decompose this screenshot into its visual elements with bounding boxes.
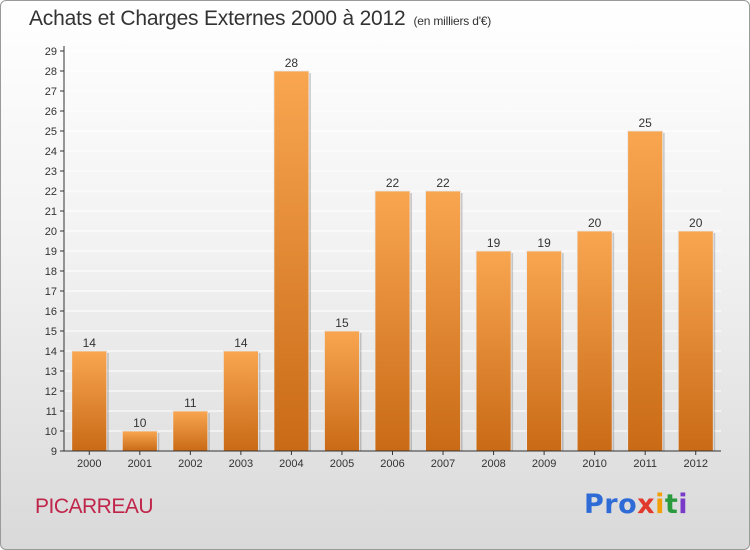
x-tick-label-2008: 2008 xyxy=(481,458,505,470)
logo-part-4: t xyxy=(664,489,679,520)
logo-part-1: Pro xyxy=(584,489,638,520)
y-tick-label: 9 xyxy=(51,446,57,458)
bar-2011 xyxy=(627,130,664,452)
x-tick-label-2011: 2011 xyxy=(633,458,657,470)
data-label-2009: 19 xyxy=(537,236,551,250)
x-tick-label-2005: 2005 xyxy=(330,458,354,470)
y-tick-label: 18 xyxy=(45,266,57,278)
x-tick-label-2001: 2001 xyxy=(128,458,152,470)
data-label-2004: 28 xyxy=(285,56,299,70)
bars xyxy=(71,70,716,452)
y-tick-label: 11 xyxy=(46,406,57,418)
bar-chart: 9 10 11 12 13 14 15 16 17 18 19 20 21 22 23 24 25 26 27 28 2… xyxy=(45,46,721,470)
y-tick-label: 13 xyxy=(45,366,57,378)
bar-2001 xyxy=(121,430,158,452)
bar-2002 xyxy=(172,410,209,452)
x-tick-label-2012: 2012 xyxy=(683,458,707,470)
logo-part-3: i xyxy=(655,489,665,520)
data-labels: 14 10 11 14 28 15 22 22 19 19 20 25 20 xyxy=(83,56,703,430)
x-tick-label-2006: 2006 xyxy=(380,458,404,470)
x-tick-label-2007: 2007 xyxy=(431,458,455,470)
bar-2004 xyxy=(273,70,310,452)
x-tick-label-2004: 2004 xyxy=(279,458,303,470)
chart-title-text: Achats et Charges Externes 2000 à 2012 xyxy=(29,7,406,30)
y-tick-label: 29 xyxy=(45,46,57,58)
y-tick-label: 12 xyxy=(45,386,57,398)
data-label-2003: 14 xyxy=(234,336,248,350)
y-tick-label: 14 xyxy=(45,346,57,358)
x-tick-label-2002: 2002 xyxy=(178,458,202,470)
bar-2007 xyxy=(425,190,461,452)
x-tick-label-2009: 2009 xyxy=(532,458,556,470)
bar-2008 xyxy=(475,250,512,452)
y-tick-label: 17 xyxy=(45,286,57,298)
y-tick-label: 24 xyxy=(45,146,57,158)
data-label-2001: 10 xyxy=(133,416,147,430)
x-tick-label-2000: 2000 xyxy=(77,458,101,470)
proxiti-logo: Proxiti xyxy=(584,489,688,520)
chart-title: Achats et Charges Externes 2000 à 2012 (e… xyxy=(29,7,491,31)
y-tick-label: 22 xyxy=(45,186,57,198)
data-label-2008: 19 xyxy=(487,236,501,250)
y-tick-label: 25 xyxy=(45,126,57,138)
data-label-2010: 20 xyxy=(588,216,602,230)
bar-2009 xyxy=(526,250,563,452)
bar-2012 xyxy=(677,230,714,452)
bar-2005 xyxy=(324,330,360,452)
data-label-2006: 22 xyxy=(386,176,400,190)
logo-part-2: x xyxy=(637,489,656,520)
bar-2006 xyxy=(374,190,411,452)
y-tick-label: 27 xyxy=(45,86,57,98)
y-tick-label: 10 xyxy=(45,426,57,438)
data-label-2012: 20 xyxy=(689,216,703,230)
bar-2000 xyxy=(71,350,108,452)
y-tick-label: 28 xyxy=(45,66,57,78)
y-tick-label: 20 xyxy=(45,226,57,238)
y-tick-label: 26 xyxy=(45,106,57,118)
data-label-2005: 15 xyxy=(335,316,349,330)
y-tick-label: 15 xyxy=(45,326,57,338)
bar-2003 xyxy=(222,350,259,452)
x-tick-label-2003: 2003 xyxy=(229,458,253,470)
y-tick-label: 19 xyxy=(45,246,57,258)
x-tick-label-2010: 2010 xyxy=(582,458,606,470)
data-label-2007: 22 xyxy=(436,176,450,190)
chart-subtitle: (en milliers d'€) xyxy=(413,14,492,28)
axes: 9 10 11 12 13 14 15 16 17 18 19 20 21 22 23 24 25 26 27 28 2… xyxy=(45,46,721,470)
data-label-2002: 11 xyxy=(184,396,197,410)
data-label-2000: 14 xyxy=(83,336,97,350)
y-tick-label: 23 xyxy=(45,166,57,178)
y-tick-label: 21 xyxy=(45,206,57,218)
y-tick-label: 16 xyxy=(45,306,57,318)
logo-part-5: i xyxy=(678,489,689,520)
bar-2010 xyxy=(576,230,613,452)
commune-name: PICARREAU xyxy=(35,495,154,518)
data-label-2011: 25 xyxy=(639,116,653,130)
